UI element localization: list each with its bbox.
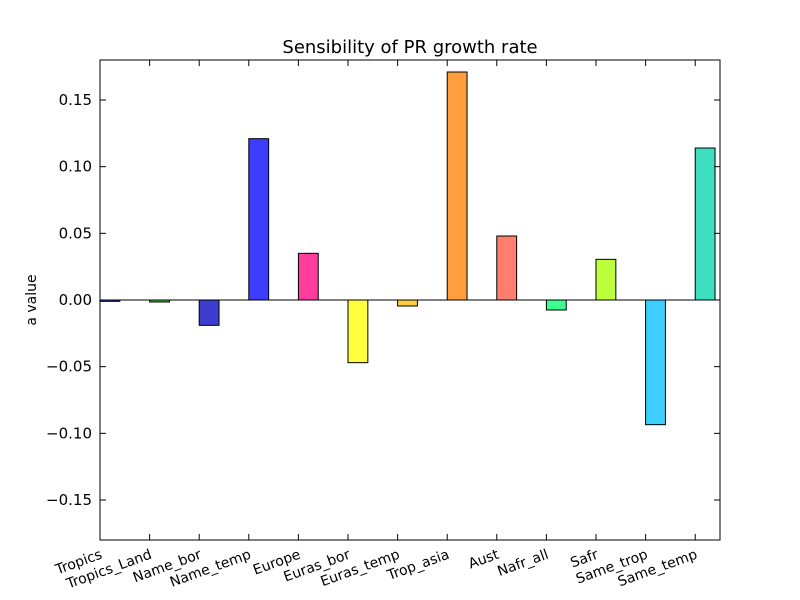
bar-nafr-all <box>545 299 567 311</box>
x-tick-label: Nafr_all <box>495 547 550 580</box>
bar-name-temp <box>248 138 270 301</box>
chart-title: Sensibility of PR growth rate <box>282 37 537 58</box>
bar-aust <box>496 235 518 301</box>
y-tick-label: 0.05 <box>59 224 92 242</box>
bar-same-temp <box>694 147 716 301</box>
bar-safr <box>595 258 617 301</box>
y-axis-label: a value <box>24 274 40 325</box>
bar-name-bor <box>198 299 220 326</box>
y-tick-label: −0.10 <box>46 424 92 442</box>
y-tick-label: 0.10 <box>59 158 92 176</box>
chart-marks: −0.15−0.10−0.050.000.050.100.15TropicsTr… <box>46 60 720 593</box>
y-tick-label: −0.05 <box>46 358 92 376</box>
y-tick-label: 0.00 <box>59 291 92 309</box>
y-tick-label: −0.15 <box>46 491 92 509</box>
bar-euras-temp <box>397 299 418 307</box>
bar-trop-asia <box>446 71 468 301</box>
plot-frame <box>99 59 721 541</box>
bar-europe <box>297 252 319 301</box>
y-tick-label: 0.15 <box>59 91 92 109</box>
bar-euras-bor <box>347 299 369 364</box>
bar-same-trop <box>645 299 666 426</box>
